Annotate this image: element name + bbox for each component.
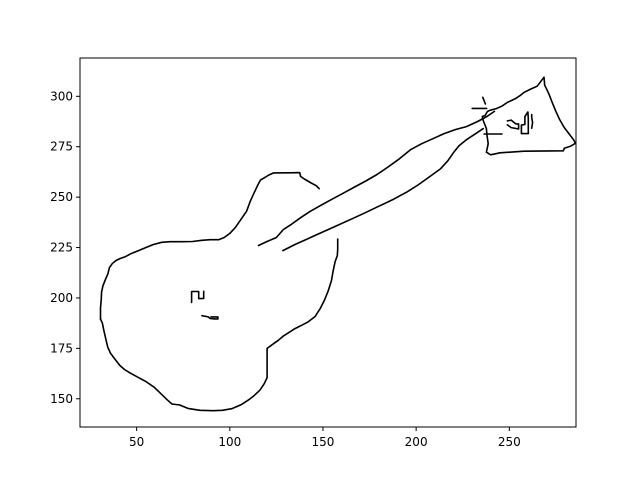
series-line-4 xyxy=(293,171,320,190)
x-tick-label: 150 xyxy=(312,435,335,449)
x-tick-label: 50 xyxy=(129,435,144,449)
series-line-7 xyxy=(481,76,577,156)
y-tick-label: 250 xyxy=(50,190,73,204)
series-line-14 xyxy=(190,290,205,304)
series-line-8 xyxy=(482,96,487,105)
y-tick-label: 175 xyxy=(50,341,73,355)
x-axis: 50 100 150 200 250 xyxy=(129,427,521,449)
series-line-6 xyxy=(282,127,484,252)
y-tick-label: 150 xyxy=(50,392,73,406)
plot-frame xyxy=(79,57,577,428)
series-line-5 xyxy=(257,110,496,247)
plot-lines xyxy=(99,76,577,412)
y-tick-label: 225 xyxy=(50,241,73,255)
y-tick-label: 200 xyxy=(50,291,73,305)
y-tick-label: 275 xyxy=(50,140,73,154)
x-tick-label: 250 xyxy=(498,435,521,449)
x-tick-label: 200 xyxy=(405,435,428,449)
x-tick-label: 100 xyxy=(218,435,241,449)
series-line-1 xyxy=(99,248,339,412)
series-line-11 xyxy=(530,113,534,129)
y-axis: 150 175 200 225 250 275 300 xyxy=(50,89,80,406)
y-tick-label: 300 xyxy=(50,89,73,103)
series-line-3 xyxy=(99,171,301,320)
series-line-12 xyxy=(520,111,530,135)
series-line-15 xyxy=(201,314,219,320)
series-line-13 xyxy=(506,119,520,130)
